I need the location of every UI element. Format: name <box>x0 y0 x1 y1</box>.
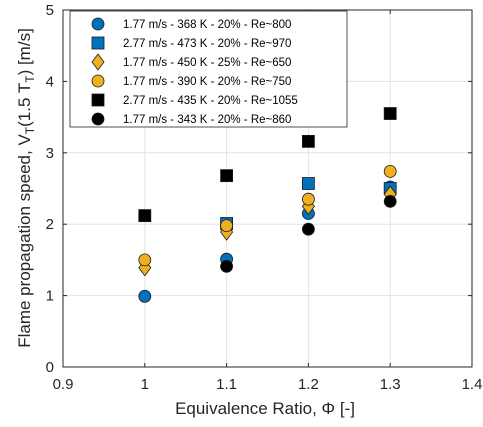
x-tick-label: 1.2 <box>298 376 319 393</box>
y-axis-title: Flame propagation speed, VT(1.5 TT) [m/s… <box>15 28 37 348</box>
legend-box <box>69 10 348 128</box>
legend-marker <box>91 74 105 88</box>
data-point <box>301 222 315 236</box>
legend-marker <box>91 93 105 107</box>
data-point <box>220 219 234 233</box>
x-tick-label: 1 <box>141 376 149 393</box>
y-tick-label: 5 <box>46 2 54 19</box>
y-tick-label: 2 <box>46 216 54 233</box>
data-points <box>138 107 397 303</box>
data-point <box>301 192 315 206</box>
legend-label: 2.77 m/s - 473 K - 20% - Re~970 <box>123 38 291 50</box>
legend-items: 1.77 m/s - 368 K - 20% - Re~800 2.77 m/s … <box>91 17 298 126</box>
y-axis-title-end: ) [m/s] <box>15 28 34 75</box>
x-tick-label: 1.3 <box>380 376 401 393</box>
legend-label: 1.77 m/s - 390 K - 20% - Re~750 <box>123 76 291 88</box>
legend-label: 2.77 m/s - 435 K - 20% - Re~1055 <box>123 95 298 107</box>
x-tick-label: 1.4 <box>462 376 483 393</box>
legend-marker <box>91 112 105 126</box>
y-axis-title-subscript-2: T <box>23 75 37 83</box>
data-point <box>138 253 152 267</box>
y-tick-label: 4 <box>46 73 54 90</box>
legend-marker <box>91 53 105 71</box>
y-axis-title-subscript-1: T <box>23 126 37 134</box>
x-tick-label: 1.1 <box>216 376 237 393</box>
data-point <box>220 169 234 183</box>
plot-area-frame <box>62 9 473 368</box>
y-tick-label: 0 <box>46 359 54 376</box>
x-axis-title: Equivalence Ratio, Φ [-] <box>175 399 355 418</box>
data-point <box>138 289 152 303</box>
data-point <box>383 194 397 208</box>
y-axis-title-mid: (1.5 T <box>15 83 34 127</box>
data-point <box>301 134 315 148</box>
data-point <box>220 259 234 273</box>
legend-marker <box>91 17 105 31</box>
data-point <box>138 209 152 223</box>
y-axis-title-main: Flame propagation speed, V <box>15 134 34 348</box>
data-point <box>301 177 315 190</box>
x-tick-label: 0.9 <box>53 376 74 393</box>
legend-marker <box>91 36 105 50</box>
tick-labels: 0.9 1 1.1 1.2 1.3 1.4 0 1 2 3 4 5 <box>46 2 483 393</box>
y-tick-label: 1 <box>46 288 54 305</box>
legend: 1.77 m/s - 368 K - 20% - Re~800 2.77 m/s … <box>69 10 348 128</box>
y-tick-label: 3 <box>46 145 54 162</box>
data-point <box>383 164 397 178</box>
legend-label: 1.77 m/s - 343 K - 20% - Re~860 <box>123 114 291 126</box>
legend-label: 1.77 m/s - 368 K - 20% - Re~800 <box>123 19 291 31</box>
legend-label: 1.77 m/s - 450 K - 25% - Re~650 <box>123 57 291 69</box>
data-point <box>383 107 397 120</box>
